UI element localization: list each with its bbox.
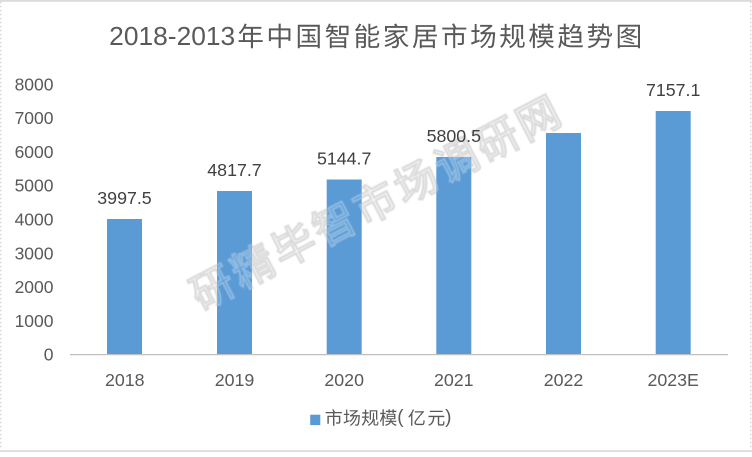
svg-text:3997.5: 3997.5 <box>97 188 151 208</box>
svg-text:2019: 2019 <box>215 370 255 390</box>
svg-text:): ) <box>445 407 451 428</box>
svg-text:4817.7: 4817.7 <box>207 160 261 180</box>
svg-text:6000: 6000 <box>15 142 54 162</box>
svg-text:2022: 2022 <box>544 370 584 390</box>
svg-text:2023E: 2023E <box>647 370 699 390</box>
svg-text:1000: 1000 <box>15 311 54 331</box>
svg-text:2018: 2018 <box>105 370 145 390</box>
svg-text:2018-2013: 2018-2013 <box>109 23 235 51</box>
svg-text:5144.7: 5144.7 <box>317 149 371 169</box>
svg-text:7157.1: 7157.1 <box>646 80 700 100</box>
svg-text:8000: 8000 <box>15 74 54 94</box>
svg-text:5000: 5000 <box>15 176 54 196</box>
svg-text:(: ( <box>397 407 404 428</box>
svg-text:0: 0 <box>44 345 54 365</box>
svg-text:5800.5: 5800.5 <box>427 126 481 146</box>
svg-text:2021: 2021 <box>434 370 474 390</box>
svg-text:2000: 2000 <box>15 277 54 297</box>
svg-text:2020: 2020 <box>324 370 364 390</box>
svg-text:3000: 3000 <box>15 243 54 263</box>
svg-text:4000: 4000 <box>15 210 54 230</box>
svg-text:7000: 7000 <box>15 108 54 128</box>
